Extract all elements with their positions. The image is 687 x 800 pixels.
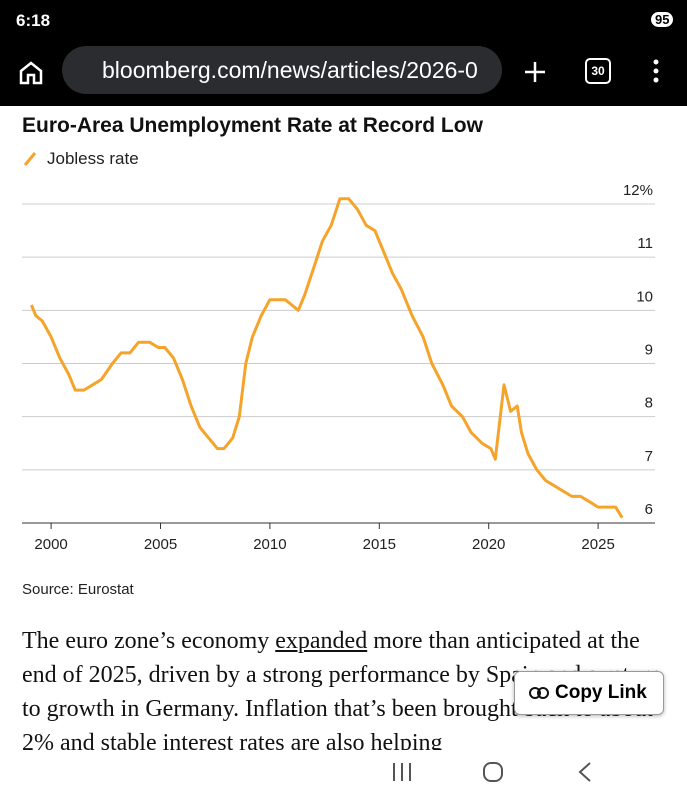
y-tick-label: 10 xyxy=(636,288,653,305)
nav-bar xyxy=(0,750,687,800)
link[interactable]: expanded xyxy=(275,628,368,654)
y-tick-label: 6 xyxy=(645,501,653,518)
chart: Jobless rate 6 7 8 9 10 11 12% 2000 2005 2010 2015 2… xyxy=(22,149,655,598)
tab-count[interactable]: 30 xyxy=(585,58,611,84)
x-tick-label: 2000 xyxy=(34,536,67,553)
url: bloomberg.com/news/articles/2026-0 xyxy=(102,57,478,83)
x-tick-label: 2025 xyxy=(581,536,614,553)
text: The euro zone’s economy xyxy=(22,628,276,654)
legend-label: Jobless rate xyxy=(47,149,139,168)
x-tick-label: 2005 xyxy=(144,536,177,553)
y-tick-label: 11 xyxy=(637,235,653,252)
source: Source: Eurostat xyxy=(22,581,135,598)
y-tick-label: 9 xyxy=(645,342,653,359)
time: 6:18 xyxy=(16,11,51,30)
menu-button[interactable] xyxy=(650,58,662,84)
home-button[interactable] xyxy=(18,60,44,86)
article-paragraph: The euro zone’s economy expanded more th… xyxy=(22,624,662,750)
new-tab-button[interactable] xyxy=(522,59,548,85)
y-tick-label: 12% xyxy=(623,182,653,199)
label: Copy Link xyxy=(555,682,647,703)
status-bar: 6:18 95 xyxy=(0,0,687,44)
x-tick-label: 2015 xyxy=(363,536,396,553)
x-tick-label: 2020 xyxy=(472,536,505,553)
legend-swatch xyxy=(23,152,37,166)
chart-title: Euro-Area Unemployment Rate at Record Lo… xyxy=(22,114,483,137)
url-bar[interactable]: bloomberg.com/news/articles/2026-0 xyxy=(62,46,502,94)
x-tick-label: 2010 xyxy=(253,536,286,553)
y-tick-label: 7 xyxy=(645,448,653,465)
battery: 95 xyxy=(651,12,674,27)
copy-link-button[interactable]: Copy Link xyxy=(514,671,664,715)
y-tick-label: 8 xyxy=(645,395,653,412)
nav-icons[interactable] xyxy=(390,760,610,784)
data-line xyxy=(30,197,624,519)
